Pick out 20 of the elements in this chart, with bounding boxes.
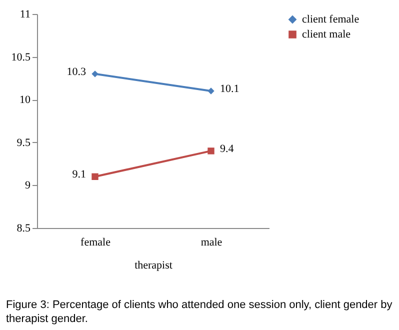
y-tick-label: 9 — [25, 180, 31, 192]
point — [92, 173, 98, 180]
y-tick-label: 10 — [20, 94, 31, 106]
y-tick-label: 8.5 — [16, 222, 31, 234]
data-label: 10.3 — [66, 66, 86, 78]
y-tick-label: 10.5 — [11, 51, 31, 64]
data-label: 10.1 — [220, 83, 240, 96]
y-tick-label: 11 — [20, 8, 30, 20]
point — [208, 88, 214, 94]
x-tick-label: male — [200, 236, 222, 248]
x-axis-title: therapist — [134, 260, 172, 272]
legend-label: client female — [302, 14, 360, 26]
data-label: 9.1 — [72, 168, 86, 181]
point — [208, 148, 214, 154]
caption: Figure 3: Percentage of clients who attended one session only, client gender by therapist gender. — [5, 298, 394, 328]
legend-label: client male — [302, 28, 351, 40]
point — [92, 70, 98, 78]
data-label: 9.4 — [220, 142, 234, 155]
x-tick-label: female — [80, 236, 111, 248]
y-tick-label: 9.5 — [16, 136, 31, 149]
